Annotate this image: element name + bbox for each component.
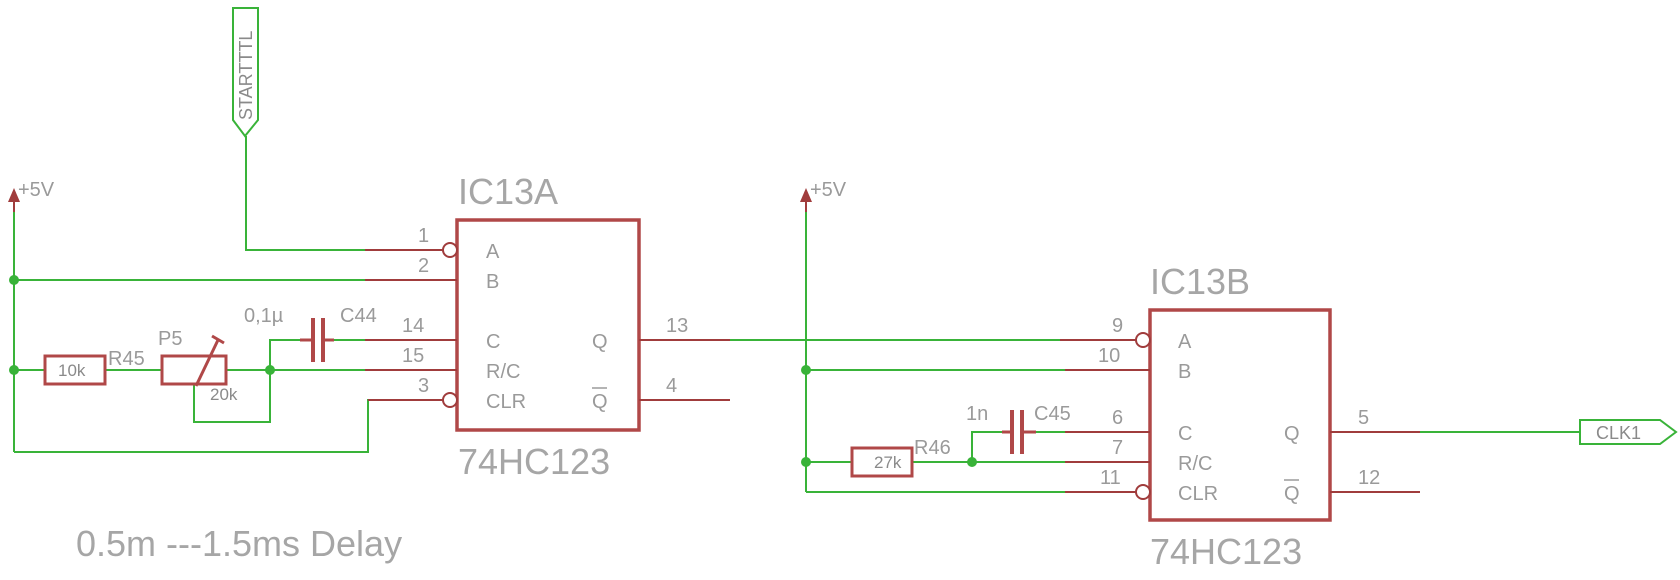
c44-name: C44 xyxy=(340,305,377,327)
p5-value: 20k xyxy=(210,385,238,404)
ic13a-label-a: A xyxy=(486,241,500,263)
c45-name: C45 xyxy=(1034,403,1071,425)
start-port: STARTTTL xyxy=(232,7,259,138)
c45-value: 1n xyxy=(966,403,988,425)
ic13a-label-c: C xyxy=(486,331,500,353)
ic13b-pin9: 9 xyxy=(1112,315,1123,337)
r46-name: R46 xyxy=(914,437,951,459)
ic13b-pin7: 7 xyxy=(1112,437,1123,459)
ic13a: IC13A 1 2 14 15 3 13 4 A B C R/C CLR Q Q… xyxy=(365,171,730,482)
c44-value: 0,1µ xyxy=(244,305,284,327)
ic13a-label-b: B xyxy=(486,271,499,293)
ic13a-pin15: 15 xyxy=(402,345,424,367)
ic13b-label-rc: R/C xyxy=(1178,453,1212,475)
clk-output: CLK1 xyxy=(1420,419,1678,445)
ic13b-label-a: A xyxy=(1178,331,1192,353)
ic13a-pin13: 13 xyxy=(666,315,688,337)
supply-right: +5V xyxy=(800,179,847,212)
ic13b-part: 74HC123 xyxy=(1150,531,1302,572)
resistor-r45: 10k R45 xyxy=(43,348,145,386)
clk-output-label: CLK1 xyxy=(1596,423,1641,443)
ic13a-pin4: 4 xyxy=(666,375,677,397)
ic13b-pin6: 6 xyxy=(1112,407,1123,429)
ic13a-pin14: 14 xyxy=(402,315,424,337)
capacitor-c45: 1n C45 xyxy=(966,403,1071,454)
ic13a-name: IC13A xyxy=(458,171,558,212)
ic13a-part: 74HC123 xyxy=(458,441,610,482)
supply-right-label: +5V xyxy=(810,179,847,201)
ic13a-pin2: 2 xyxy=(418,255,429,277)
r45-name: R45 xyxy=(108,348,145,370)
capacitor-c44: 0,1µ C44 xyxy=(244,305,377,362)
left-nets xyxy=(9,136,420,453)
r46-value: 27k xyxy=(874,453,902,472)
ic13b-label-qbar: Q xyxy=(1284,483,1300,505)
ic13b-label-c: C xyxy=(1178,423,1192,445)
ic13a-label-clr: CLR xyxy=(486,391,526,413)
supply-left-label: +5V xyxy=(18,179,55,201)
ic13b-name: IC13B xyxy=(1150,261,1250,302)
right-nets xyxy=(801,212,1065,493)
supply-left: +5V xyxy=(8,179,55,212)
ic13b-pin5: 5 xyxy=(1358,407,1369,429)
ic13a-label-rc: R/C xyxy=(486,361,520,383)
ic13b: IC13B 9 10 6 7 11 5 12 A B C R/C CLR Q Q… xyxy=(1060,261,1420,572)
ic13a-pin1: 1 xyxy=(418,225,429,247)
potentiometer-p5: P5 20k xyxy=(158,328,238,404)
delay-note: 0.5m ---1.5ms Delay xyxy=(76,523,402,564)
ic13b-label-clr: CLR xyxy=(1178,483,1218,505)
ic13b-pin11: 11 xyxy=(1100,467,1121,489)
ic13b-label-b: B xyxy=(1178,361,1191,383)
ic13b-pin10: 10 xyxy=(1098,345,1120,367)
resistor-r46: 27k R46 xyxy=(850,437,951,478)
ic13a-label-qbar: Q xyxy=(592,391,608,413)
ic13a-label-q: Q xyxy=(592,331,608,353)
ic13a-pin3: 3 xyxy=(418,375,429,397)
ic13b-pin12: 12 xyxy=(1358,467,1380,489)
start-port-label: STARTTTL xyxy=(236,31,256,120)
r45-value: 10k xyxy=(58,361,86,380)
ic13b-label-q: Q xyxy=(1284,423,1300,445)
p5-name: P5 xyxy=(158,328,182,350)
